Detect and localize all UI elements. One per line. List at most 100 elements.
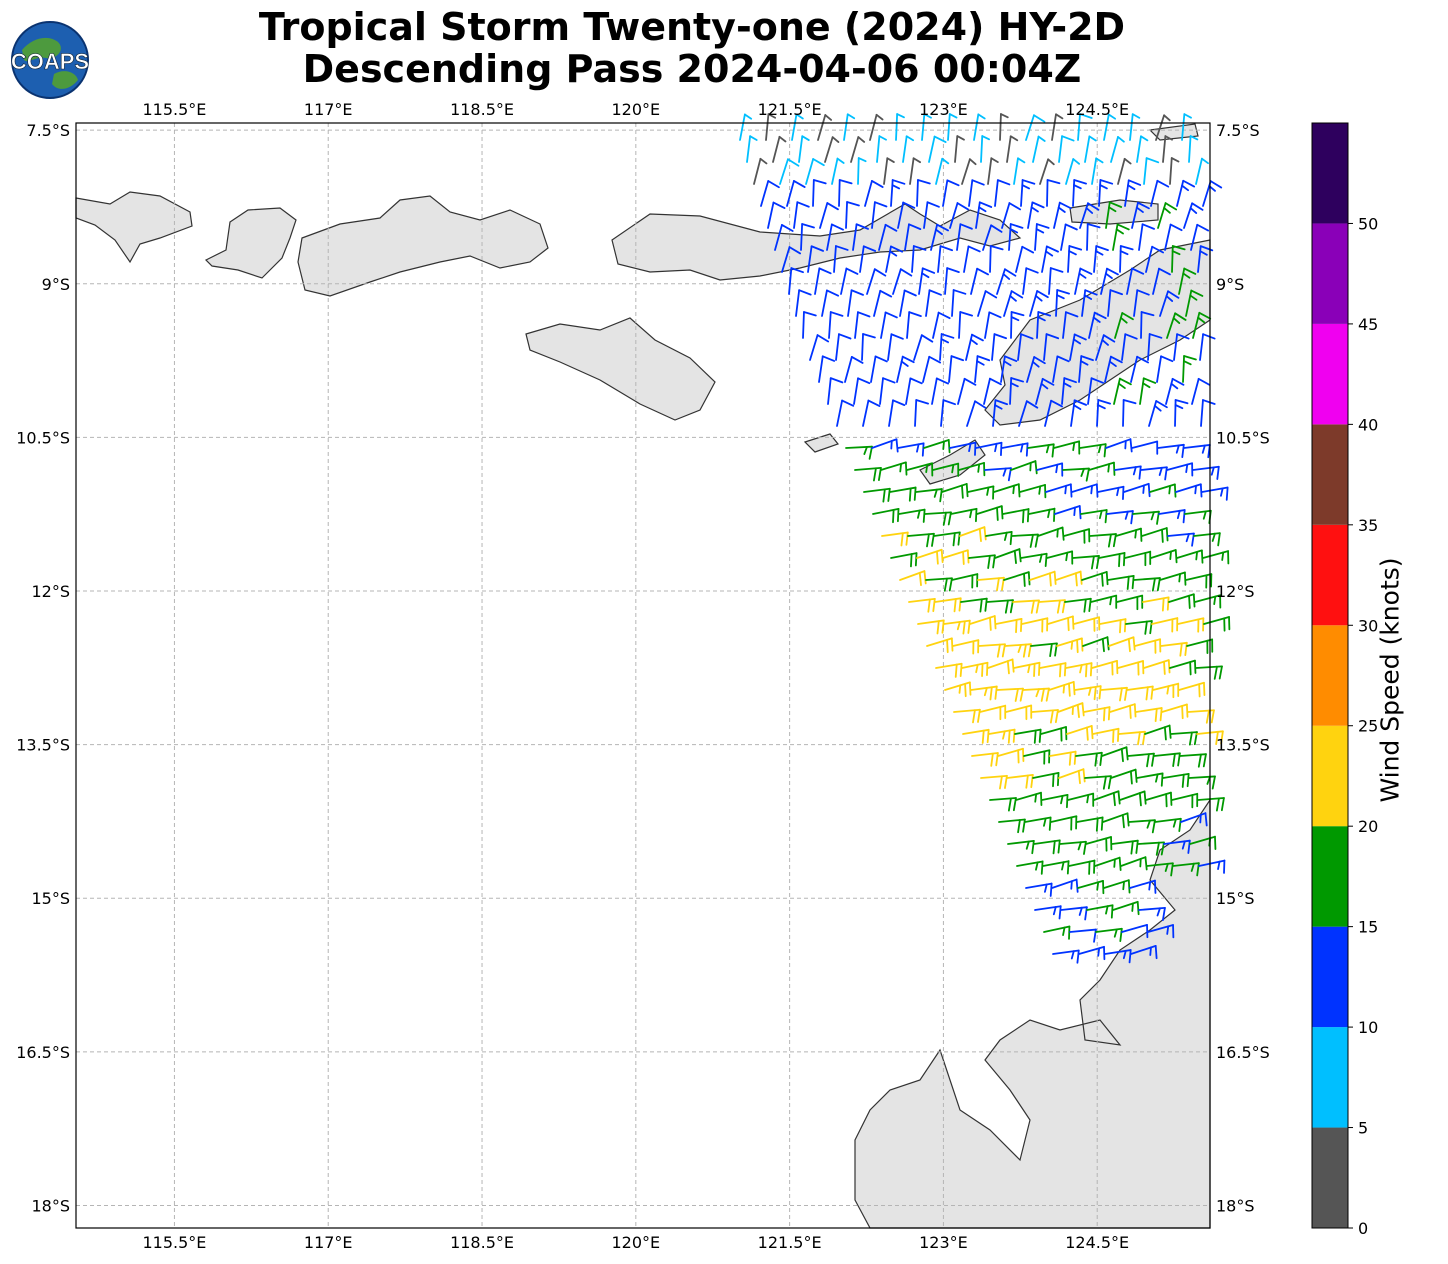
- wind-barb: [760, 180, 780, 207]
- wind-barb: [880, 461, 908, 476]
- wind-barb: [1170, 731, 1198, 746]
- latitude-labels-left: 7.5°S 9°S 10.5°S 12°S 13.5°S 15°S 16.5°S 18°S: [16, 121, 70, 1215]
- wind-barb: [814, 267, 832, 295]
- wind-barb: [1014, 728, 1042, 744]
- wind-barb: [1002, 508, 1030, 524]
- wind-barb: [966, 400, 987, 427]
- wind-barb: [1081, 571, 1109, 587]
- wind-barb: [1162, 772, 1190, 788]
- wind-barb: [1169, 157, 1180, 185]
- wind-barb: [840, 267, 859, 295]
- wind-barb: [1051, 113, 1064, 141]
- wind-barb: [831, 157, 845, 185]
- wind-barb: [958, 462, 986, 477]
- colorbar-frame: [1311, 122, 1349, 1229]
- wind-barb: [949, 441, 977, 456]
- wind-barb: [1027, 443, 1055, 458]
- lat-label-right: 13.5°S: [1216, 736, 1270, 755]
- wind-barb: [934, 597, 962, 613]
- island-flores: [611, 203, 1022, 281]
- wind-barb: [988, 728, 1016, 744]
- wind-barb: [1104, 355, 1123, 383]
- wind-barb: [1167, 532, 1195, 547]
- wind-barb: [916, 548, 944, 565]
- wind-barb: [1013, 157, 1026, 185]
- wind-barb: [859, 245, 877, 273]
- lat-label-right: 10.5°S: [1216, 428, 1270, 447]
- wind-barb: [1049, 750, 1077, 766]
- wind-barb: [1072, 555, 1100, 570]
- wind-barb: [1130, 355, 1150, 383]
- colorbar-segment: [1312, 625, 1348, 726]
- wind-barb: [1006, 773, 1034, 789]
- wind-barb: [1149, 483, 1177, 498]
- wind-barb: [904, 223, 922, 251]
- wind-barb: [1124, 179, 1142, 207]
- wind-barb: [833, 245, 849, 273]
- chart-title: Tropical Storm Twenty-one (2024) HY-2D D…: [0, 6, 1384, 90]
- island-bali: [75, 191, 193, 264]
- wind-barb: [1098, 552, 1126, 568]
- longitude-labels-top: 115.5°E 117°E 118.5°E 120°E 121.5°E 123°E 124.…: [142, 100, 1129, 119]
- wind-barb: [1031, 709, 1059, 724]
- wind-barb: [911, 245, 927, 273]
- wind-barb: [1025, 882, 1053, 897]
- wind-barb: [1183, 202, 1204, 229]
- wind-barb: [1136, 772, 1164, 787]
- wind-barb: [992, 399, 1009, 427]
- wind-barb: [1113, 377, 1132, 405]
- wind-barb: [739, 113, 753, 141]
- wind-barb: [1046, 179, 1061, 207]
- wind-barb: [996, 268, 1017, 295]
- colorbar-segment: [1312, 123, 1348, 224]
- wind-barb: [974, 355, 991, 383]
- wind-barb: [1171, 792, 1199, 809]
- wind-barb: [998, 818, 1026, 834]
- wind-barb: [1003, 290, 1024, 317]
- wind-barb: [977, 576, 1005, 592]
- wind-barb: [1017, 333, 1034, 361]
- wind-barb: [980, 135, 990, 163]
- island-timor: [984, 239, 1211, 426]
- island-savu: [803, 433, 839, 453]
- wind-barb: [1060, 223, 1078, 251]
- wind-barb: [1176, 549, 1204, 564]
- wind-barb: [995, 617, 1023, 634]
- wind-barb: [862, 399, 881, 427]
- wind-barb: [1082, 636, 1110, 653]
- wind-barb: [1078, 945, 1106, 961]
- wind-barb: [1084, 135, 1097, 163]
- wind-barb: [1013, 661, 1041, 678]
- wind-barb: [1036, 311, 1052, 339]
- wind-barb: [975, 201, 993, 229]
- wind-barb: [1069, 333, 1087, 361]
- wind-barb: [1054, 505, 1082, 520]
- logo-text: COAPS: [11, 49, 89, 74]
- wind-barb: [1123, 482, 1151, 498]
- wind-barb: [870, 355, 888, 383]
- wind-barb: [847, 289, 864, 317]
- wind-barb: [1179, 753, 1207, 768]
- wind-barb: [1131, 440, 1159, 455]
- wind-barb: [977, 290, 998, 317]
- lon-label-top: 118.5°E: [450, 100, 514, 119]
- wind-barb: [976, 505, 1004, 521]
- wind-barb: [1135, 707, 1163, 723]
- wind-barb: [836, 399, 855, 427]
- wind-barb: [1104, 949, 1132, 964]
- wind-barb: [1053, 440, 1081, 455]
- wind-barb: [818, 355, 836, 383]
- wind-barb: [1112, 900, 1140, 916]
- wind-barb: [1058, 768, 1086, 785]
- wind-barb: [1077, 879, 1105, 895]
- lat-label-right: 16.5°S: [1216, 1043, 1270, 1062]
- wind-barb: [1034, 223, 1050, 251]
- wind-barb: [1203, 616, 1231, 632]
- wind-barb: [1178, 681, 1206, 698]
- wind-barb: [1121, 923, 1149, 939]
- wind-barb: [853, 377, 871, 405]
- wind-barb: [1048, 681, 1076, 697]
- lat-label-left: 9°S: [42, 275, 70, 294]
- wind-barb: [1095, 927, 1123, 942]
